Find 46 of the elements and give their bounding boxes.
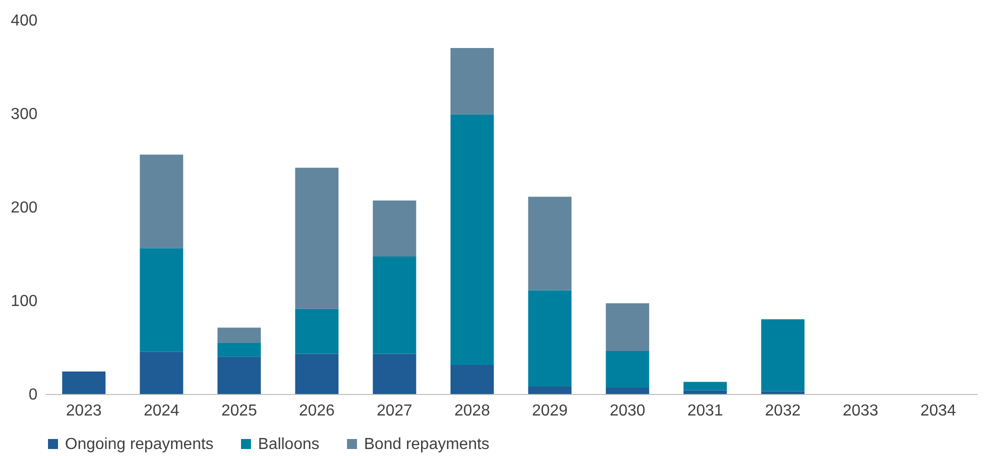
y-tick-label: 200 [10, 200, 38, 216]
legend-label: Balloons [258, 436, 320, 453]
bar [218, 356, 261, 394]
bar [450, 114, 494, 366]
y-tick-label: 100 [10, 293, 38, 310]
bar [450, 365, 494, 394]
bar [761, 319, 804, 392]
x-tick-label: 2030 [610, 402, 646, 420]
y-tick-label: 0 [28, 386, 38, 404]
x-tick-label: 2033 [842, 402, 878, 420]
bar [140, 154, 184, 248]
legend-label: Bond repayments [364, 436, 490, 453]
bar [528, 386, 572, 394]
x-tick-label: 2031 [687, 402, 724, 420]
bar [372, 200, 416, 257]
bar [218, 342, 261, 357]
bar [372, 256, 416, 354]
bar [606, 350, 650, 388]
bar [372, 354, 416, 394]
bar [140, 352, 184, 394]
bar [295, 354, 338, 394]
bar [450, 48, 494, 114]
bar [62, 372, 106, 394]
x-tick-label: 2024 [144, 402, 180, 420]
bar [606, 387, 650, 394]
bar [684, 390, 727, 394]
bar [140, 248, 184, 352]
x-tick-label: 2025 [221, 402, 258, 420]
x-tick-label: 2032 [765, 402, 801, 420]
legend-label: Ongoing repayments [65, 436, 214, 453]
bar [684, 382, 727, 390]
bar [528, 196, 572, 290]
x-tick-label: 2027 [376, 402, 412, 420]
bar [606, 303, 650, 351]
bar [528, 290, 572, 387]
x-tick-label: 2028 [454, 402, 490, 420]
x-tick-label: 2029 [532, 402, 568, 420]
x-tick-label: 2026 [299, 402, 335, 420]
bar [295, 308, 338, 354]
bar [761, 391, 804, 394]
y-tick-label: 300 [10, 106, 38, 123]
bar [218, 328, 261, 343]
x-tick-label: 2034 [920, 402, 956, 420]
y-tick-label: 400 [10, 12, 38, 30]
bar [295, 168, 338, 309]
x-tick-label: 2023 [66, 402, 102, 420]
